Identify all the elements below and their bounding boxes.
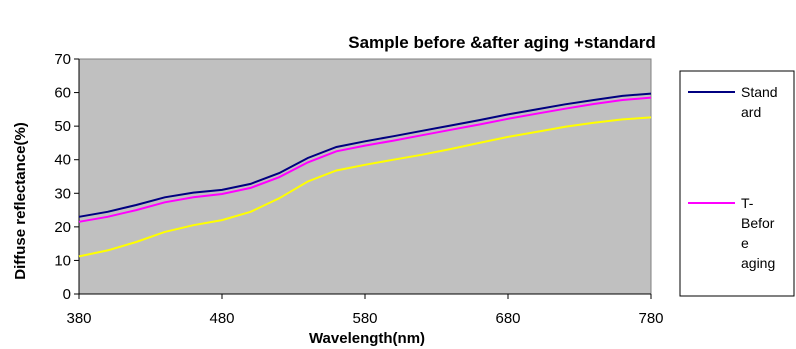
plot-area — [78, 58, 652, 295]
legend-box — [679, 70, 795, 297]
x-axis-ticks: 380 480 580 680 780 — [66, 294, 664, 327]
y-tick-label: 0 — [63, 286, 71, 303]
chart-title: Sample before &after aging +standard — [348, 33, 656, 52]
y-tick-label: 50 — [54, 118, 71, 135]
y-tick-label: 30 — [54, 185, 71, 202]
x-tick-label: 580 — [352, 310, 377, 327]
series-line-0 — [78, 92, 652, 218]
y-tick-label: 40 — [54, 152, 71, 169]
legend-label-line: Befor — [741, 215, 775, 231]
y-axis-title: Diffuse reflectance(%) — [12, 122, 29, 280]
legend-label-line: e — [741, 235, 749, 251]
series-line-2 — [78, 116, 652, 258]
series-line-1 — [78, 96, 652, 223]
series-lines — [78, 92, 652, 258]
x-tick-label: 780 — [638, 310, 663, 327]
y-tick-label: 70 — [54, 51, 71, 68]
legend: Stand ard T- Befor e aging — [688, 84, 778, 271]
y-tick-label: 10 — [54, 252, 71, 269]
legend-label-line: T- — [741, 195, 754, 211]
y-axis-ticks: 0 10 20 30 40 50 60 70 — [54, 51, 79, 303]
legend-label-line: Stand — [741, 84, 778, 100]
x-tick-label: 380 — [66, 310, 91, 327]
legend-label-line: aging — [741, 255, 775, 271]
y-tick-label: 20 — [54, 219, 71, 236]
x-tick-label: 680 — [495, 310, 520, 327]
x-tick-label: 480 — [209, 310, 234, 327]
y-tick-label: 60 — [54, 85, 71, 102]
x-axis-title: Wavelength(nm) — [309, 330, 425, 347]
legend-label-line: ard — [741, 104, 761, 120]
